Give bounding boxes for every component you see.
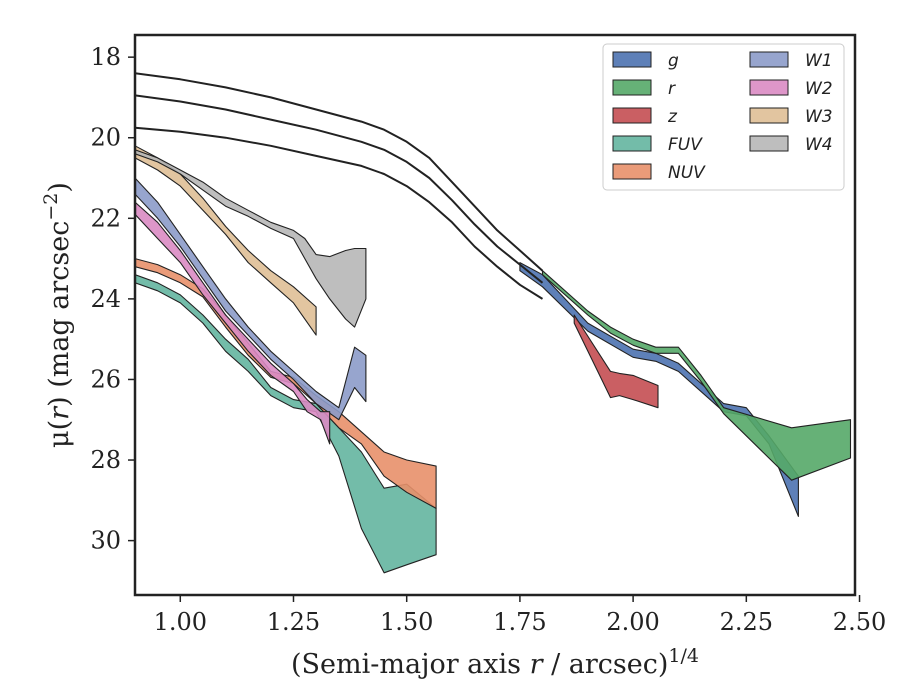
model-curve-1 — [135, 72, 544, 272]
legend-swatch-w2 — [749, 79, 789, 96]
y-tick-label: 30 — [90, 527, 121, 555]
legend-swatch-g — [612, 51, 652, 68]
legend-swatch-z — [612, 107, 652, 124]
legend-entries: grz FUV NUV W1 W2 W3 W4 — [612, 51, 833, 183]
legend-label-w4: W4 — [805, 135, 833, 155]
x-tick-label: 2.25 — [720, 608, 773, 636]
y-tick-label: 20 — [90, 124, 121, 152]
legend-label-z: z — [667, 107, 678, 127]
band-g — [519, 262, 799, 517]
x-tick-label: 1.25 — [267, 608, 320, 636]
y-tick-label: 22 — [90, 204, 121, 232]
model-curves-layer — [135, 72, 544, 300]
legend-label-fuv: FUV — [668, 135, 703, 155]
y-tick-label: 28 — [90, 446, 121, 474]
legend-swatch-nuv — [612, 163, 652, 180]
band-w4 — [135, 149, 367, 328]
x-axis-label: (Semi-major axis r / arcsec)1/4 — [291, 645, 699, 680]
x-tick-label: 1.75 — [493, 608, 546, 636]
legend-label-g: g — [668, 51, 679, 71]
y-tick-label: 18 — [90, 43, 121, 71]
x-tick-label: 1.50 — [380, 608, 433, 636]
x-tick-label: 1.00 — [154, 608, 207, 636]
legend-swatch-fuv — [612, 135, 652, 152]
model-curve-2 — [135, 94, 544, 284]
x-ticks: 1.00 1.25 1.50 1.75 2.00 2.25 2.50 — [154, 595, 886, 636]
band-w3 — [135, 145, 317, 336]
legend-swatch-r — [612, 79, 652, 96]
y-ticks: 18 20 22 24 26 28 30 — [90, 43, 135, 555]
y-tick-label: 24 — [90, 285, 121, 313]
y-axis-label: μ(r) (mag arcsec−2) — [40, 182, 75, 448]
x-tick-label: 2.50 — [833, 608, 886, 636]
legend-label-w3: W3 — [805, 107, 833, 127]
band-r — [541, 270, 852, 481]
band-w2 — [135, 201, 331, 445]
legend-label-w1: W1 — [805, 51, 833, 71]
legend-swatch-w4 — [749, 135, 789, 152]
model-curve-3 — [135, 126, 544, 300]
bands-layer — [135, 145, 852, 574]
band-w1 — [135, 177, 367, 421]
legend-label-nuv: NUV — [668, 163, 706, 183]
legend-label-r: r — [668, 79, 676, 99]
band-z — [573, 314, 659, 409]
legend-label-w2: W2 — [805, 79, 833, 99]
band-fuv — [135, 274, 437, 574]
legend-swatch-w1 — [749, 51, 789, 68]
legend-swatch-w3 — [749, 107, 789, 124]
legend: grz FUV NUV W1 W2 W3 W4 — [602, 43, 845, 191]
y-tick-label: 26 — [90, 365, 121, 393]
plot-frame — [133, 33, 857, 597]
x-tick-label: 2.00 — [606, 608, 659, 636]
